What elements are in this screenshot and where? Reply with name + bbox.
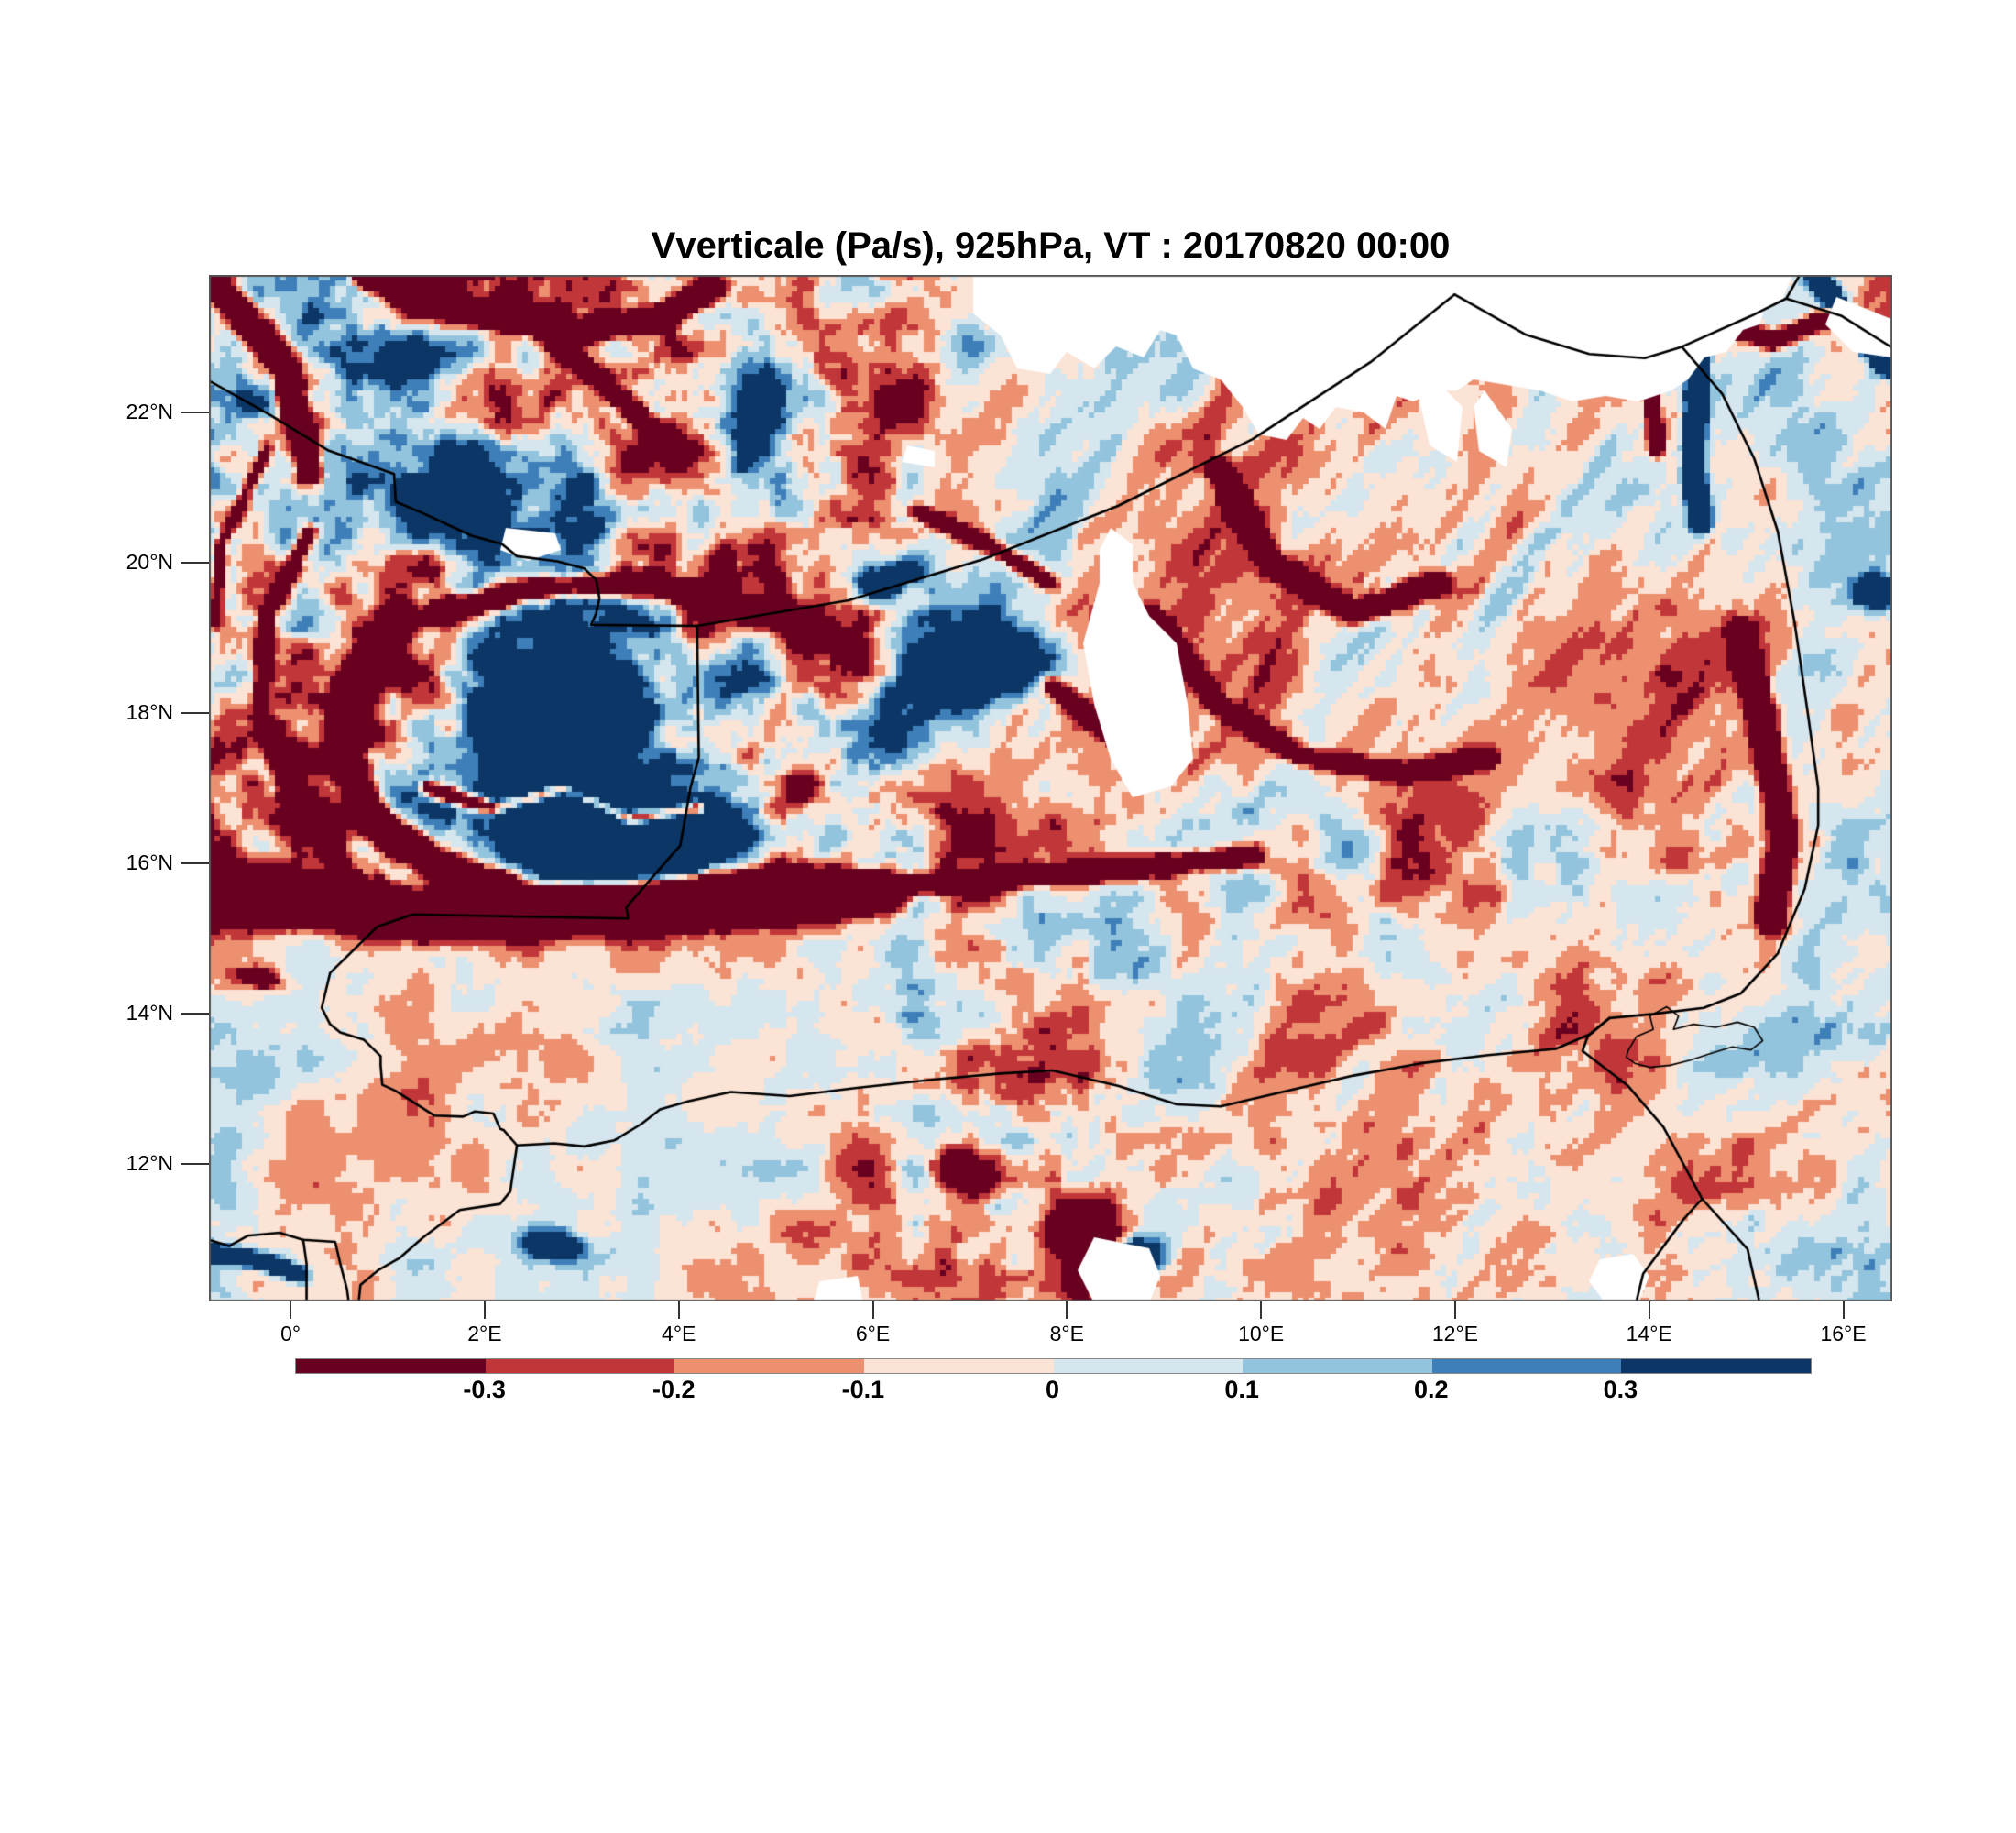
colorbar-tick-label: -0.3 [463, 1376, 506, 1403]
x-axis-tick-mark [677, 1301, 680, 1319]
y-axis-tick-label: 14°N [126, 1001, 173, 1026]
map-plot-area [209, 275, 1892, 1301]
colorbar-tick-label: 0.2 [1413, 1376, 1449, 1403]
y-axis-tick-mark [181, 1162, 209, 1165]
x-axis-tick-label: 6°E [855, 1322, 891, 1345]
x-axis-tick-mark [1066, 1301, 1068, 1319]
colorbar-tick-label: 0 [1045, 1376, 1060, 1403]
x-axis-tick-mark [1648, 1301, 1650, 1319]
y-axis-tick-mark [181, 561, 209, 564]
plot-title: Vverticale (Pa/s), 925hPa, VT : 20170820… [651, 225, 1451, 266]
colorbar-tick-label: 0.3 [1603, 1376, 1638, 1403]
y-axis-tick-mark [181, 862, 209, 864]
colorbar-tick-label: 0.1 [1224, 1376, 1259, 1403]
colorbar-tick-label: -0.1 [841, 1376, 885, 1403]
colorbar-segment [863, 1359, 1054, 1373]
y-axis-tick-label: 18°N [126, 700, 173, 725]
colorbar-segment [1243, 1359, 1432, 1373]
x-axis-tick-label: 0° [280, 1322, 301, 1345]
y-axis-tick-label: 16°N [126, 850, 173, 874]
x-axis-tick-label: 16°E [1820, 1322, 1867, 1345]
x-axis-tick-label: 2°E [467, 1322, 502, 1345]
x-axis-tick-mark [483, 1301, 486, 1319]
colorbar-segment [1621, 1359, 1811, 1373]
colorbar [295, 1358, 1812, 1374]
x-axis-tick-label: 8°E [1049, 1322, 1084, 1345]
colorbar-segment [296, 1359, 486, 1373]
colorbar-tick-label: -0.2 [652, 1376, 696, 1403]
x-axis-tick-mark [1260, 1301, 1263, 1319]
x-axis-tick-mark [290, 1301, 292, 1319]
colorbar-segment [1431, 1359, 1622, 1373]
x-axis-tick-label: 12°E [1431, 1322, 1478, 1345]
colorbar-segment [674, 1359, 864, 1373]
contour-field-canvas [209, 275, 1892, 1301]
y-axis-tick-mark [181, 712, 209, 715]
x-axis-tick-mark [1842, 1301, 1845, 1319]
y-axis-tick-label: 22°N [126, 400, 173, 424]
x-axis-tick-label: 10°E [1238, 1322, 1285, 1345]
y-axis-tick-label: 20°N [126, 549, 173, 574]
x-axis-tick-mark [1453, 1301, 1456, 1319]
x-axis-tick-label: 4°E [662, 1322, 696, 1345]
y-axis-tick-mark [181, 412, 209, 414]
x-axis-tick-label: 14°E [1626, 1322, 1672, 1345]
y-axis-tick-mark [181, 1013, 209, 1015]
y-axis-tick-label: 12°N [126, 1150, 173, 1175]
colorbar-segment [1053, 1359, 1244, 1373]
colorbar-segment [485, 1359, 675, 1373]
x-axis-tick-mark [871, 1301, 874, 1319]
